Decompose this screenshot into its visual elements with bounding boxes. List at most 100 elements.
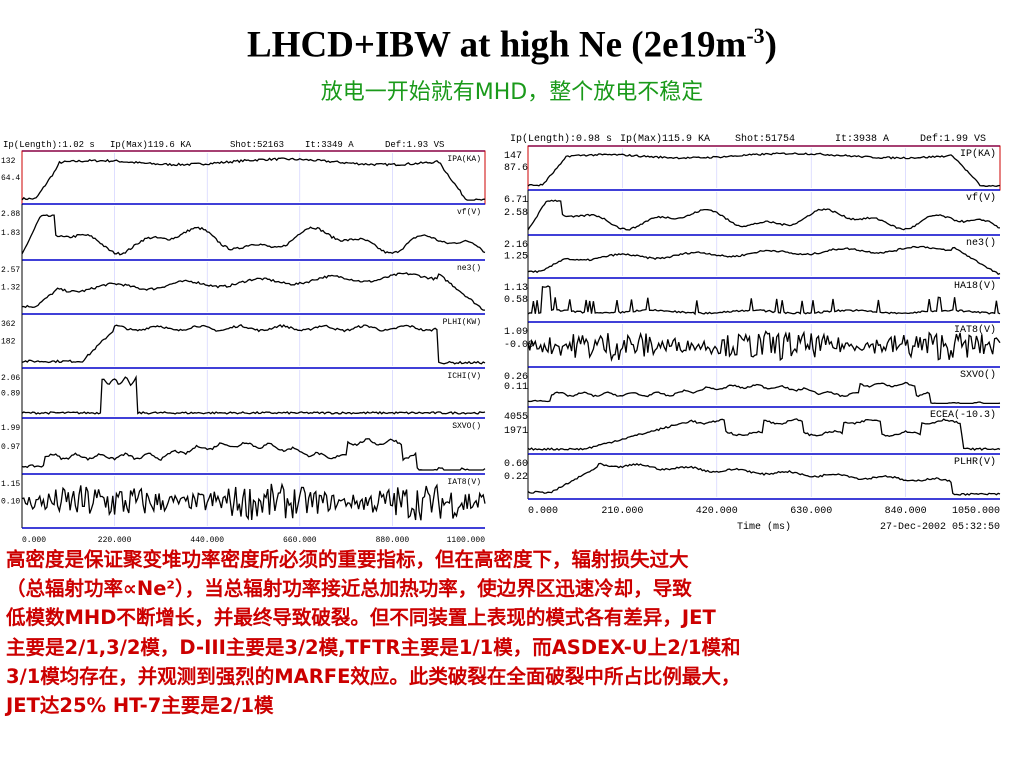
body-line: 高密度是保证聚变堆功率密度所必须的重要指标，但在高密度下，辐射损失过大 [6, 548, 689, 571]
waveform-panel-0 [527, 145, 1001, 191]
waveform-panel-5 [21, 417, 486, 474]
waveform-trace [21, 324, 486, 365]
panel-tick-label: 1971 [504, 426, 528, 437]
waveform-trace [21, 482, 486, 521]
panel-tick-label: -0.09 [504, 340, 534, 351]
waveform-panel-1 [21, 203, 486, 260]
panel-tick-label: 0.11 [504, 382, 528, 393]
x-tick-label: 880.000 [376, 536, 410, 545]
figure-header-text: It:3349 A [305, 140, 354, 150]
x-tick-label: 210.000 [601, 506, 643, 517]
panel-channel-label: ne3() [966, 237, 996, 249]
waveform-panel-6 [527, 406, 1001, 454]
panel-channel-label: vf(V) [457, 208, 481, 217]
x-tick-label: 1100.000 [447, 536, 486, 545]
panel-border [21, 150, 486, 205]
panel-channel-label: IAT8(V) [954, 324, 996, 336]
panel-channel-label: PLHR(V) [954, 456, 996, 468]
panel-channel-label: HA18(V) [954, 280, 996, 292]
x-tick-label: 630.000 [790, 506, 832, 517]
x-tick-label: 0.000 [528, 506, 558, 517]
panel-tick-label: 1.83 [1, 229, 20, 238]
waveform-panel-4 [21, 367, 486, 418]
waveform-trace [527, 330, 1001, 363]
panel-tick-label: 0.58 [504, 295, 528, 306]
waveform-trace [527, 462, 1001, 496]
waveform-panel-3 [527, 277, 1001, 322]
waveform-trace [21, 272, 485, 311]
title-close: ) [764, 24, 777, 66]
panel-tick-label: 1.13 [504, 283, 528, 294]
waveform-trace [21, 374, 486, 415]
panel-tick-label: 2.88 [1, 210, 20, 219]
panel-tick-label: 362 [1, 320, 16, 329]
waveform-panel-5 [527, 366, 1001, 407]
waveform-trace [21, 157, 486, 201]
panel-tick-label: 0.10 [1, 498, 20, 507]
panel-tick-label: 4055 [504, 412, 528, 423]
panel-tick-label: 1.32 [1, 284, 20, 293]
figure-header-text: Shot:52163 [230, 140, 284, 150]
figure-header-text: Def:1.99 VS [920, 133, 986, 145]
x-tick-label: 0.000 [22, 536, 46, 545]
waveform-trace [21, 214, 486, 256]
panel-tick-label: 132 [1, 157, 16, 166]
figure-header-text: Ip(Length):0.98 s [510, 133, 612, 145]
body-line: 低模数MHD不断增长，并最终导致破裂。但不同装置上表现的模式各有差异，JET [6, 606, 716, 630]
waveform-trace [527, 152, 1001, 187]
panel-channel-label: ICHI(V) [447, 372, 481, 381]
waveform-trace [527, 381, 1001, 405]
panel-channel-label: ne3() [457, 264, 481, 273]
title-exponent: -3 [746, 23, 765, 48]
panel-tick-label: 1.99 [1, 424, 20, 433]
x-tick-label: 440.000 [190, 536, 224, 545]
figure-header-text: Ip(Max)115.9 KA [620, 133, 710, 145]
panel-tick-label: 0.26 [504, 372, 528, 383]
figure-header-text: It:3938 A [835, 134, 889, 145]
figure-header-text: Shot:51754 [735, 133, 795, 145]
figure-header-text: Ip(Length):1.02 s [3, 140, 95, 150]
panel-tick-label: 2.57 [1, 266, 20, 275]
waveform-panel-4 [527, 321, 1001, 367]
panel-tick-label: 2.06 [1, 374, 20, 383]
x-tick-label: 660.000 [283, 536, 317, 545]
panel-tick-label: 1.09 [504, 327, 528, 338]
x-tick-label: 420.000 [696, 506, 738, 517]
panel-tick-label: 87.6 [504, 163, 528, 174]
waveform-panel-7 [527, 453, 1001, 499]
panel-channel-label: ECEA(-10.3) [930, 409, 996, 421]
panel-channel-label: vf(V) [966, 192, 996, 204]
panel-tick-label: 1.25 [504, 252, 528, 263]
panel-channel-label: IP(KA) [960, 148, 996, 160]
panel-tick-label: 147 [504, 151, 522, 162]
body-line: （总辐射功率∝Ne²），当总辐射功率接近总加热功率，使边界区迅速冷却，导致 [6, 577, 692, 601]
body-line: 主要是2/1,3/2模，D-III主要是3/2模,TFTR主要是1/1模，而AS… [6, 635, 741, 659]
title-main: LHCD+IBW at high Ne (2e19m [246, 24, 747, 66]
panel-channel-label: SXVO() [452, 422, 481, 431]
waveform-panel-0 [21, 150, 486, 205]
panel-tick-label: 1.15 [1, 480, 20, 489]
waveform-trace [527, 199, 1001, 231]
waveform-panel-2 [527, 234, 1001, 278]
panel-tick-label: 6.71 [504, 195, 528, 206]
x-tick-label: 840.000 [885, 506, 927, 517]
figure-header-text: Def:1.93 VS [385, 140, 444, 150]
waveform-trace [527, 285, 1001, 316]
x-axis-title: Time (ms) [737, 521, 791, 533]
panel-tick-label: 182 [1, 338, 16, 347]
panel-tick-label: 64.4 [1, 174, 20, 183]
panel-tick-label: 2.58 [504, 208, 528, 219]
panel-tick-label: 0.60 [504, 459, 528, 470]
panel-tick-label: 2.16 [504, 240, 528, 251]
waveform-panel-3 [21, 313, 486, 368]
waveform-trace [527, 418, 1001, 451]
panel-channel-label: IAT8(V) [447, 478, 481, 487]
discharge-waveform-plots: Ip(Length):1.02 s Ip(Max)119.6 KA Shot:521… [1, 133, 1001, 545]
waveform-panel-2 [21, 259, 485, 314]
panel-border [527, 145, 1001, 191]
panel-tick-label: 0.89 [1, 390, 20, 399]
x-tick-label: 1050.000 [952, 506, 1000, 517]
body-paragraph: 高密度是保证聚变堆功率密度所必须的重要指标，但在高密度下，辐射损失过大 （总辐射… [6, 545, 1020, 720]
panel-channel-label: PLHI(KW) [443, 318, 481, 327]
slide-subtitle: 放电一开始就有MHD，整个放电不稳定 [320, 80, 704, 105]
